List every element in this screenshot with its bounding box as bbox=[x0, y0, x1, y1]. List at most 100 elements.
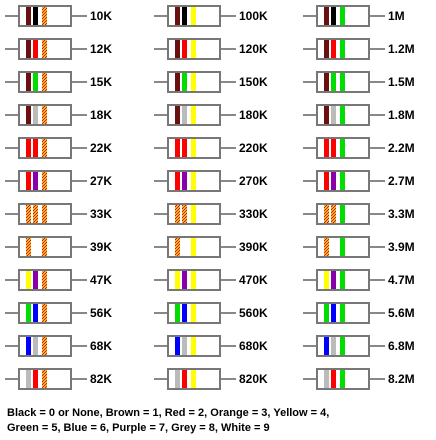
color-band-3 bbox=[340, 106, 345, 124]
resistor-82k: 82K bbox=[5, 368, 112, 390]
resistor-220k: 220K bbox=[154, 137, 268, 159]
resistor-value-label: 33K bbox=[90, 207, 112, 221]
color-band-1 bbox=[324, 238, 329, 256]
resistor-value-label: 1M bbox=[388, 9, 405, 23]
color-band-2 bbox=[33, 73, 38, 91]
color-band-2 bbox=[331, 106, 336, 124]
color-band-1 bbox=[26, 106, 31, 124]
color-band-2 bbox=[33, 172, 38, 190]
color-band-3 bbox=[42, 172, 47, 190]
resistor-value-label: 150K bbox=[239, 75, 268, 89]
color-band-3 bbox=[191, 238, 196, 256]
color-band-1 bbox=[175, 172, 180, 190]
color-band-3 bbox=[340, 370, 345, 388]
color-band-3 bbox=[191, 370, 196, 388]
color-band-1 bbox=[324, 7, 329, 25]
color-band-2 bbox=[331, 205, 336, 223]
color-band-2 bbox=[182, 40, 187, 58]
color-band-3 bbox=[42, 7, 47, 25]
color-band-3 bbox=[340, 238, 345, 256]
color-band-2 bbox=[182, 106, 187, 124]
resistor-value-label: 1.2M bbox=[388, 42, 415, 56]
resistor-value-label: 330K bbox=[239, 207, 268, 221]
legend-line-2: Green = 5, Blue = 6, Purple = 7, Grey = … bbox=[7, 422, 270, 434]
resistor-value-label: 6.8M bbox=[388, 339, 415, 353]
color-band-2 bbox=[33, 238, 38, 256]
color-band-3 bbox=[42, 73, 47, 91]
resistor-1-5m: 1.5M bbox=[303, 71, 415, 93]
resistor-4-7m: 4.7M bbox=[303, 269, 415, 291]
color-band-3 bbox=[191, 139, 196, 157]
color-band-1 bbox=[26, 139, 31, 157]
color-band-2 bbox=[182, 370, 187, 388]
color-band-3 bbox=[42, 370, 47, 388]
color-band-2 bbox=[182, 139, 187, 157]
resistor-value-label: 22K bbox=[90, 141, 112, 155]
resistor-22k: 22K bbox=[5, 137, 112, 159]
color-band-2 bbox=[33, 271, 38, 289]
color-band-2 bbox=[331, 238, 336, 256]
resistor-3-9m: 3.9M bbox=[303, 236, 415, 258]
color-band-3 bbox=[191, 205, 196, 223]
color-band-3 bbox=[340, 172, 345, 190]
color-band-2 bbox=[182, 73, 187, 91]
color-band-1 bbox=[26, 40, 31, 58]
color-band-3 bbox=[191, 40, 196, 58]
resistor-5-6m: 5.6M bbox=[303, 302, 415, 324]
resistor-value-label: 220K bbox=[239, 141, 268, 155]
color-band-1 bbox=[324, 337, 329, 355]
resistor-value-label: 8.2M bbox=[388, 372, 415, 386]
resistor-value-label: 4.7M bbox=[388, 273, 415, 287]
color-band-3 bbox=[340, 7, 345, 25]
resistor-18k: 18K bbox=[5, 104, 112, 126]
color-band-3 bbox=[340, 40, 345, 58]
resistor-27k: 27K bbox=[5, 170, 112, 192]
color-band-2 bbox=[331, 304, 336, 322]
resistor-470k: 470K bbox=[154, 269, 268, 291]
resistor-1-2m: 1.2M bbox=[303, 38, 415, 60]
color-band-3 bbox=[191, 172, 196, 190]
resistor-value-label: 27K bbox=[90, 174, 112, 188]
color-band-2 bbox=[331, 73, 336, 91]
resistor-value-label: 3.3M bbox=[388, 207, 415, 221]
color-band-2 bbox=[182, 304, 187, 322]
resistor-180k: 180K bbox=[154, 104, 268, 126]
resistor-value-label: 100K bbox=[239, 9, 268, 23]
color-band-1 bbox=[324, 40, 329, 58]
resistor-value-label: 680K bbox=[239, 339, 268, 353]
resistor-2-7m: 2.7M bbox=[303, 170, 415, 192]
color-band-1 bbox=[175, 7, 180, 25]
color-band-3 bbox=[191, 73, 196, 91]
color-band-1 bbox=[26, 172, 31, 190]
color-band-3 bbox=[42, 106, 47, 124]
color-band-1 bbox=[26, 271, 31, 289]
resistor-68k: 68K bbox=[5, 335, 112, 357]
resistor-color-code-chart: 10K 12K 15K 18K 22K 27K 33K 39K 47K 56K 68K 82K 100K… bbox=[5, 5, 415, 390]
color-band-1 bbox=[26, 7, 31, 25]
color-band-2 bbox=[33, 337, 38, 355]
resistor-56k: 56K bbox=[5, 302, 112, 324]
resistor-value-label: 180K bbox=[239, 108, 268, 122]
color-band-1 bbox=[175, 271, 180, 289]
color-band-1 bbox=[175, 370, 180, 388]
color-band-1 bbox=[324, 139, 329, 157]
color-band-1 bbox=[26, 73, 31, 91]
color-band-2 bbox=[182, 205, 187, 223]
resistor-820k: 820K bbox=[154, 368, 268, 390]
resistor-100k: 100K bbox=[154, 5, 268, 27]
color-band-3 bbox=[191, 7, 196, 25]
color-band-1 bbox=[26, 370, 31, 388]
resistor-value-label: 820K bbox=[239, 372, 268, 386]
resistor-value-label: 68K bbox=[90, 339, 112, 353]
resistor-8-2m: 8.2M bbox=[303, 368, 415, 390]
color-band-2 bbox=[331, 139, 336, 157]
color-band-2 bbox=[33, 304, 38, 322]
color-band-3 bbox=[42, 205, 47, 223]
color-band-3 bbox=[42, 40, 47, 58]
color-band-1 bbox=[175, 40, 180, 58]
resistor-value-label: 10K bbox=[90, 9, 112, 23]
color-band-1 bbox=[324, 205, 329, 223]
color-band-1 bbox=[324, 73, 329, 91]
color-band-3 bbox=[191, 304, 196, 322]
resistor-12k: 12K bbox=[5, 38, 112, 60]
